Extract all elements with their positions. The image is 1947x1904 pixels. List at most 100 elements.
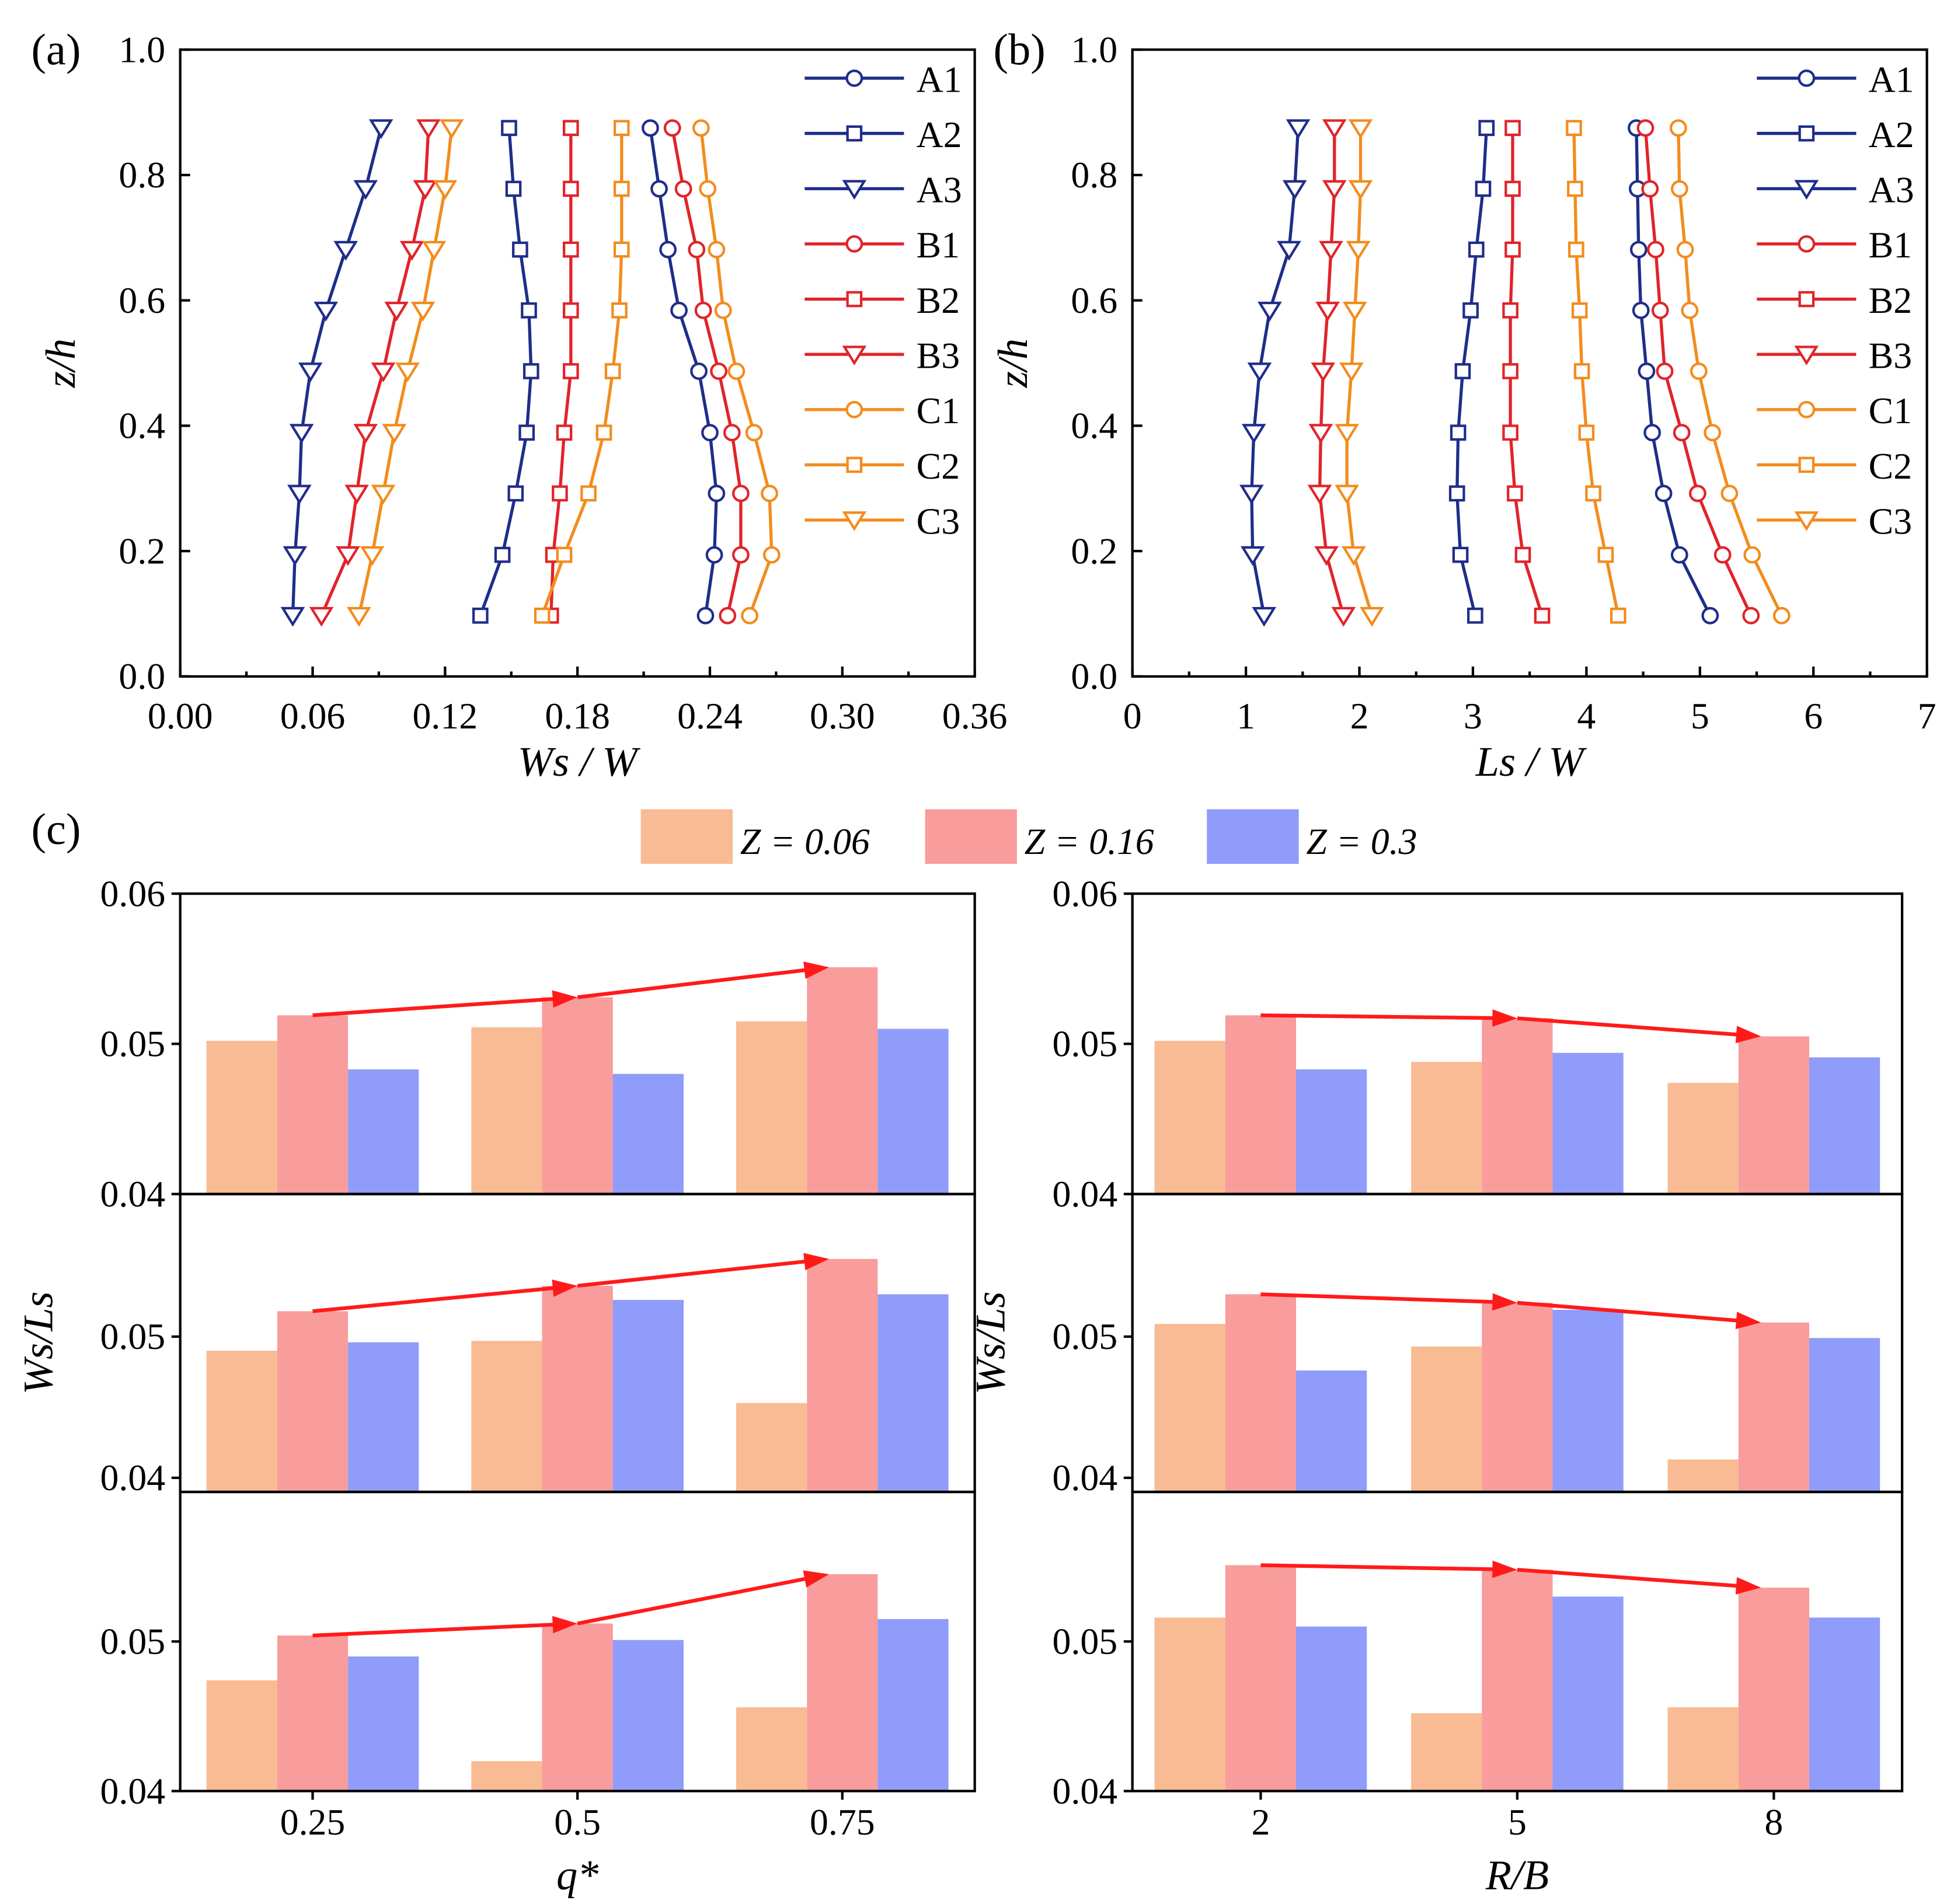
x-tick-label: 2 (1251, 1801, 1270, 1843)
data-point (399, 240, 424, 261)
legend-label: B2 (1869, 280, 1912, 321)
data-point (670, 301, 688, 319)
x-axis-label: R/B (1485, 1851, 1549, 1898)
panel-label-c: (c) (32, 804, 81, 854)
bar (1552, 1309, 1624, 1492)
data-point (1450, 424, 1467, 441)
legend-marker (842, 346, 867, 366)
legend-marker (842, 180, 867, 200)
bar (1809, 1057, 1880, 1194)
arrow-head (1492, 1560, 1517, 1578)
data-point (1573, 363, 1590, 379)
bar (1667, 1707, 1739, 1791)
data-point (360, 546, 385, 566)
data-point (674, 180, 692, 198)
data-point (371, 362, 396, 382)
bar (277, 1015, 349, 1194)
data-point (562, 241, 579, 258)
data-point (280, 606, 305, 627)
data-point (1632, 301, 1650, 319)
data-point (1315, 301, 1340, 322)
bar (1552, 1052, 1624, 1194)
data-point (1286, 119, 1311, 140)
y-tick-label: 0.06 (1053, 873, 1118, 914)
panel-label-b: (b) (994, 25, 1046, 75)
trend-arrow (577, 967, 812, 999)
data-point (556, 546, 573, 563)
data-point (1252, 606, 1277, 627)
data-point (507, 485, 524, 502)
x-tick-label: 8 (1764, 1801, 1783, 1843)
data-point (433, 180, 458, 200)
x-tick-label: 0.25 (280, 1801, 346, 1843)
data-point (1566, 120, 1582, 137)
data-point (1720, 484, 1739, 503)
data-point (1514, 546, 1531, 563)
x-tick-label: 0.12 (413, 695, 478, 737)
data-point (699, 180, 717, 198)
legend-label: B1 (917, 224, 960, 266)
data-point (1669, 119, 1687, 137)
data-point (1448, 485, 1465, 502)
legend-marker (1798, 235, 1816, 253)
data-point (413, 180, 438, 200)
series-A3 (1239, 119, 1311, 627)
data-point (1502, 363, 1518, 379)
y-tick-label: 0.2 (1071, 530, 1117, 571)
legend-label: A2 (1869, 114, 1914, 155)
arrow-head (552, 1279, 578, 1297)
data-point (1504, 180, 1521, 197)
legend-marker (845, 69, 863, 87)
y-axis-label: Ws/Ls (15, 1291, 62, 1394)
x-tick-label: 6 (1804, 695, 1823, 737)
data-point (732, 484, 750, 503)
x-tick-label: 1 (1237, 695, 1255, 737)
trend-arrow (312, 996, 560, 1017)
y-tick-label: 0.06 (100, 873, 166, 914)
y-tick-label: 0.04 (100, 1770, 166, 1812)
data-point (1462, 302, 1479, 319)
legend-swatch (925, 809, 1017, 864)
bar (1154, 1041, 1225, 1194)
bar (612, 1640, 684, 1791)
data-point (1467, 607, 1483, 624)
legend-marker (1798, 69, 1816, 87)
y-tick-label: 0.4 (1071, 405, 1117, 447)
data-point (472, 607, 489, 624)
legend-marker (1798, 125, 1815, 142)
data-point (416, 119, 441, 140)
trend-arrow (577, 1575, 812, 1626)
data-point (701, 424, 719, 442)
legend-marker (1798, 291, 1815, 308)
data-point (1322, 180, 1347, 200)
data-point (604, 363, 621, 379)
legend-label: Z = 0.3 (1306, 821, 1417, 862)
x-tick-label: 0.75 (810, 1801, 875, 1843)
data-point (1311, 362, 1336, 382)
data-point (741, 606, 758, 625)
legend-marker (846, 456, 863, 473)
data-point (1335, 424, 1359, 444)
bar (1411, 1713, 1482, 1791)
legend-marker (846, 291, 863, 308)
bar-subplot-1-0: 0.04 0.05 0.06 (1053, 873, 1904, 1215)
legend-label: B3 (1869, 334, 1912, 376)
data-point (1454, 363, 1471, 379)
data-point (710, 362, 727, 380)
data-point (694, 301, 712, 319)
data-point (642, 119, 659, 137)
bar (1482, 1302, 1553, 1492)
bar (736, 1403, 807, 1492)
data-point (501, 120, 517, 137)
bar (1225, 1565, 1297, 1791)
data-point (1578, 424, 1595, 441)
data-point (518, 424, 535, 441)
x-tick-label: 0.5 (554, 1801, 601, 1843)
data-point (1681, 301, 1699, 319)
y-tick-label: 0.04 (1053, 1770, 1118, 1812)
bar (1667, 1083, 1739, 1194)
data-point (1502, 302, 1518, 319)
x-tick-label: 5 (1508, 1801, 1527, 1843)
data-point (613, 241, 630, 258)
trend-arrow (312, 1622, 560, 1638)
